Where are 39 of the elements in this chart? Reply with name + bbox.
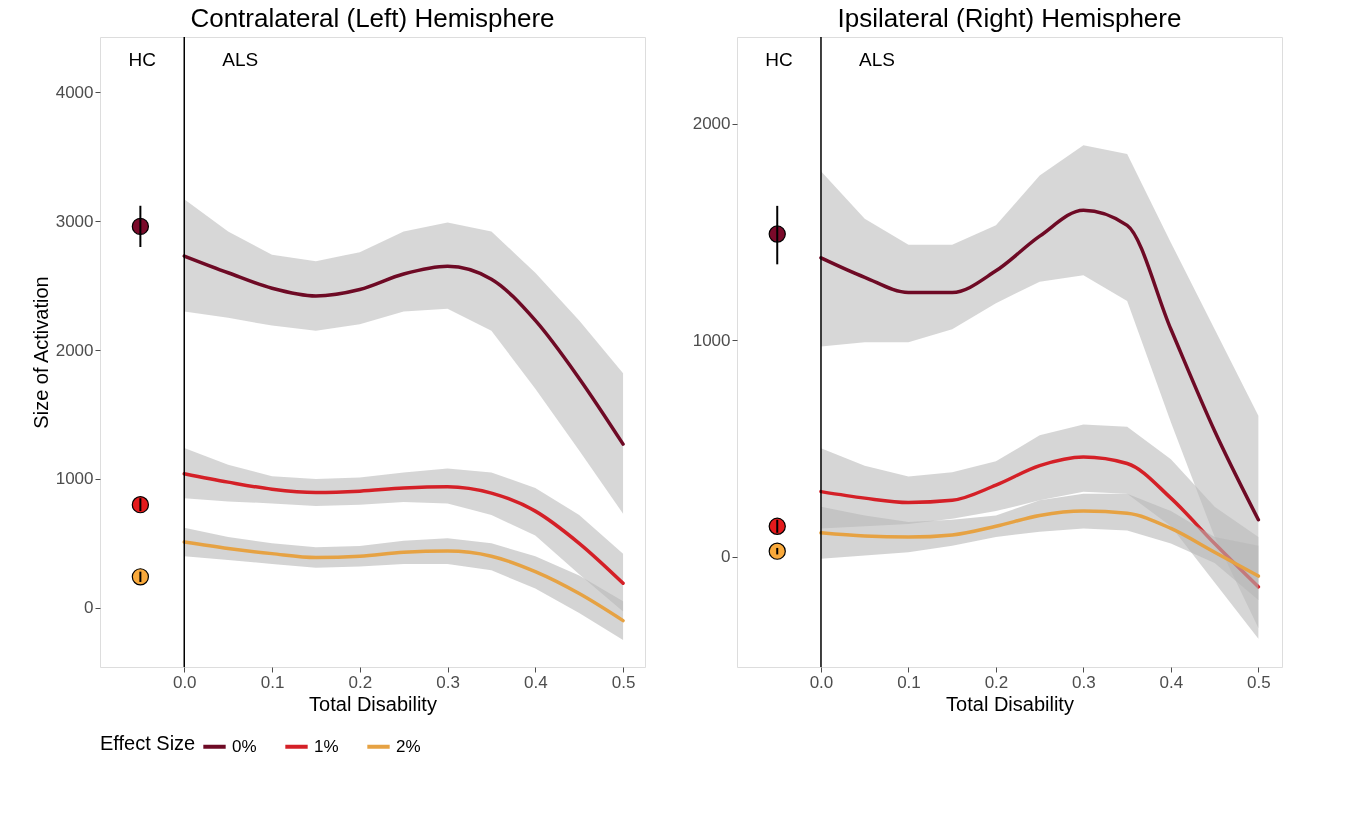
x-tick-label: 0.1 xyxy=(897,672,921,692)
y-tick-label: 1000 xyxy=(692,330,731,350)
y-tick-label: 3000 xyxy=(55,211,94,231)
chart-title: Ipsilateral (Right) Hemisphere xyxy=(837,3,1182,34)
x-tick-label: 0.0 xyxy=(172,672,197,692)
y-tick-label: 2000 xyxy=(692,114,731,134)
line-series xyxy=(182,472,625,586)
line-series xyxy=(819,509,1261,578)
line-series xyxy=(819,208,1261,522)
y-tick-label: 0 xyxy=(721,547,731,567)
y-tick-label: 2000 xyxy=(55,340,94,360)
y-axis-title: Size of Activation xyxy=(29,276,52,429)
legend-label: 2% xyxy=(396,736,421,756)
x-tick-label: 0.3 xyxy=(436,672,460,692)
x-tick-label: 0.2 xyxy=(984,672,1009,692)
x-tick-label: 0.1 xyxy=(260,672,285,692)
x-tick-label: 0.0 xyxy=(809,672,834,692)
legend-title: Effect Size xyxy=(100,732,196,754)
annotation: HC xyxy=(128,49,156,70)
x-tick-label: 0.5 xyxy=(1247,672,1271,692)
y-tick-label: 0 xyxy=(84,598,94,618)
x-tick-label: 0.5 xyxy=(611,672,636,692)
line-series xyxy=(182,254,625,446)
y-tick-label: 1000 xyxy=(55,469,94,489)
line-series xyxy=(819,455,1261,589)
x-tick-label: 0.4 xyxy=(1159,672,1184,692)
chart-title: Contralateral (Left) Hemisphere xyxy=(190,3,555,34)
legend-label: 1% xyxy=(314,736,339,756)
x-tick-label: 0.2 xyxy=(348,672,373,692)
annotation: ALS xyxy=(858,49,895,70)
annotation: ALS xyxy=(222,49,259,70)
y-tick-label: 4000 xyxy=(55,82,94,102)
x-axis-title: Total Disability xyxy=(946,692,1074,715)
annotation: HC xyxy=(765,49,793,70)
legend-label: 0% xyxy=(232,736,257,756)
x-tick-label: 0.3 xyxy=(1072,672,1096,692)
x-tick-label: 0.4 xyxy=(523,672,548,692)
line-series xyxy=(182,540,625,623)
x-axis-title: Total Disability xyxy=(309,692,437,715)
